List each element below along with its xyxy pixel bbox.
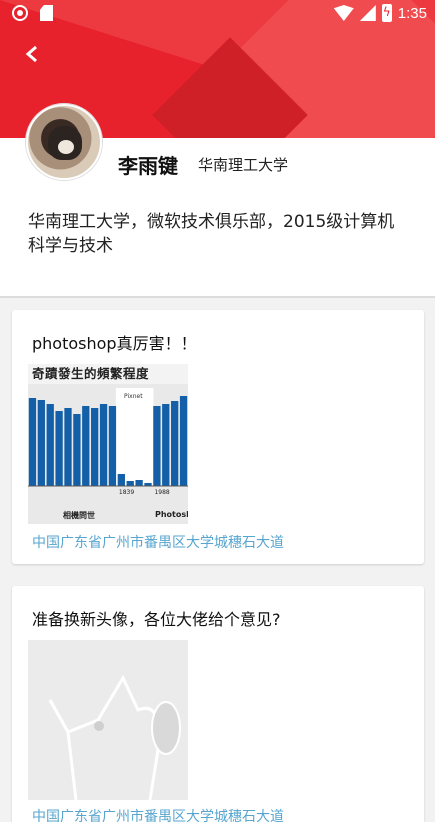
post-title: 准备换新头像，各位大佬给个意见?	[32, 610, 281, 629]
chart-bar	[108, 406, 117, 486]
chart-marker-label: 1839	[119, 489, 134, 496]
chart-bar	[46, 404, 54, 486]
post-card[interactable]: 准备换新头像，各位大佬给个意见? 中国广东省广州市番禺区大学城穗石大道	[12, 586, 424, 822]
post-image[interactable]	[28, 640, 188, 800]
chart-bar	[153, 406, 161, 486]
signal-icon	[359, 5, 376, 21]
status-time: 1:35	[397, 4, 427, 22]
chart-xlabel-right: Photoshop	[155, 510, 188, 519]
chart-bar	[171, 401, 179, 486]
chart-bar	[99, 404, 108, 486]
avatar[interactable]	[26, 104, 102, 180]
record-icon	[12, 5, 28, 21]
divider	[0, 296, 435, 298]
chart-bar	[126, 481, 134, 486]
chart-legend-label: Pixnet	[124, 393, 143, 400]
chart-bar	[179, 396, 188, 486]
chart-bar	[117, 474, 125, 486]
post-card[interactable]: photoshop真厉害！！ 奇蹟發生的頻繁程度 1839 1988 Pixnet …	[12, 310, 424, 564]
chart-bar	[82, 406, 90, 486]
chart-bar	[144, 483, 152, 486]
chart-bar	[55, 411, 63, 486]
post-location[interactable]: 中国广东省广州市番禺区大学城穗石大道	[32, 809, 284, 822]
post-title: photoshop真厉害！！	[32, 334, 197, 353]
battery-icon	[381, 4, 392, 22]
chevron-left-icon	[25, 45, 37, 63]
chart-marker-label: 1988	[154, 489, 169, 496]
chart-highlight-band	[115, 388, 154, 486]
profile-name: 李雨键	[118, 154, 178, 178]
chart-bar	[28, 398, 37, 486]
chart-bar	[37, 400, 45, 486]
chart-title: 奇蹟發生的頻繁程度	[28, 364, 188, 384]
sd-card-icon	[40, 5, 53, 21]
bar-chart: 1839 1988 Pixnet	[28, 388, 188, 496]
post-location[interactable]: 中国广东省广州市番禺区大学城穗石大道	[32, 535, 284, 551]
default-avatar-dog-icon	[48, 674, 181, 800]
chart-bar	[91, 408, 99, 486]
status-bar: 1:35	[0, 0, 435, 28]
wifi-icon	[333, 5, 354, 21]
profile-school: 华南理工大学	[198, 156, 289, 174]
chart-bar	[73, 414, 81, 486]
chart-bar	[64, 408, 72, 486]
post-image[interactable]: 奇蹟發生的頻繁程度 1839 1988 Pixnet 相機問世 Photoshop	[28, 364, 188, 524]
chart-bar	[135, 480, 143, 486]
chart-xlabel-left: 相機問世	[63, 511, 95, 520]
avatar-photo-detail	[58, 140, 74, 154]
chart-bar	[162, 404, 170, 486]
profile-bio: 华南理工大学，微软技术俱乐部，2015级计算机科学与技术	[28, 212, 395, 256]
back-button[interactable]	[18, 40, 46, 68]
